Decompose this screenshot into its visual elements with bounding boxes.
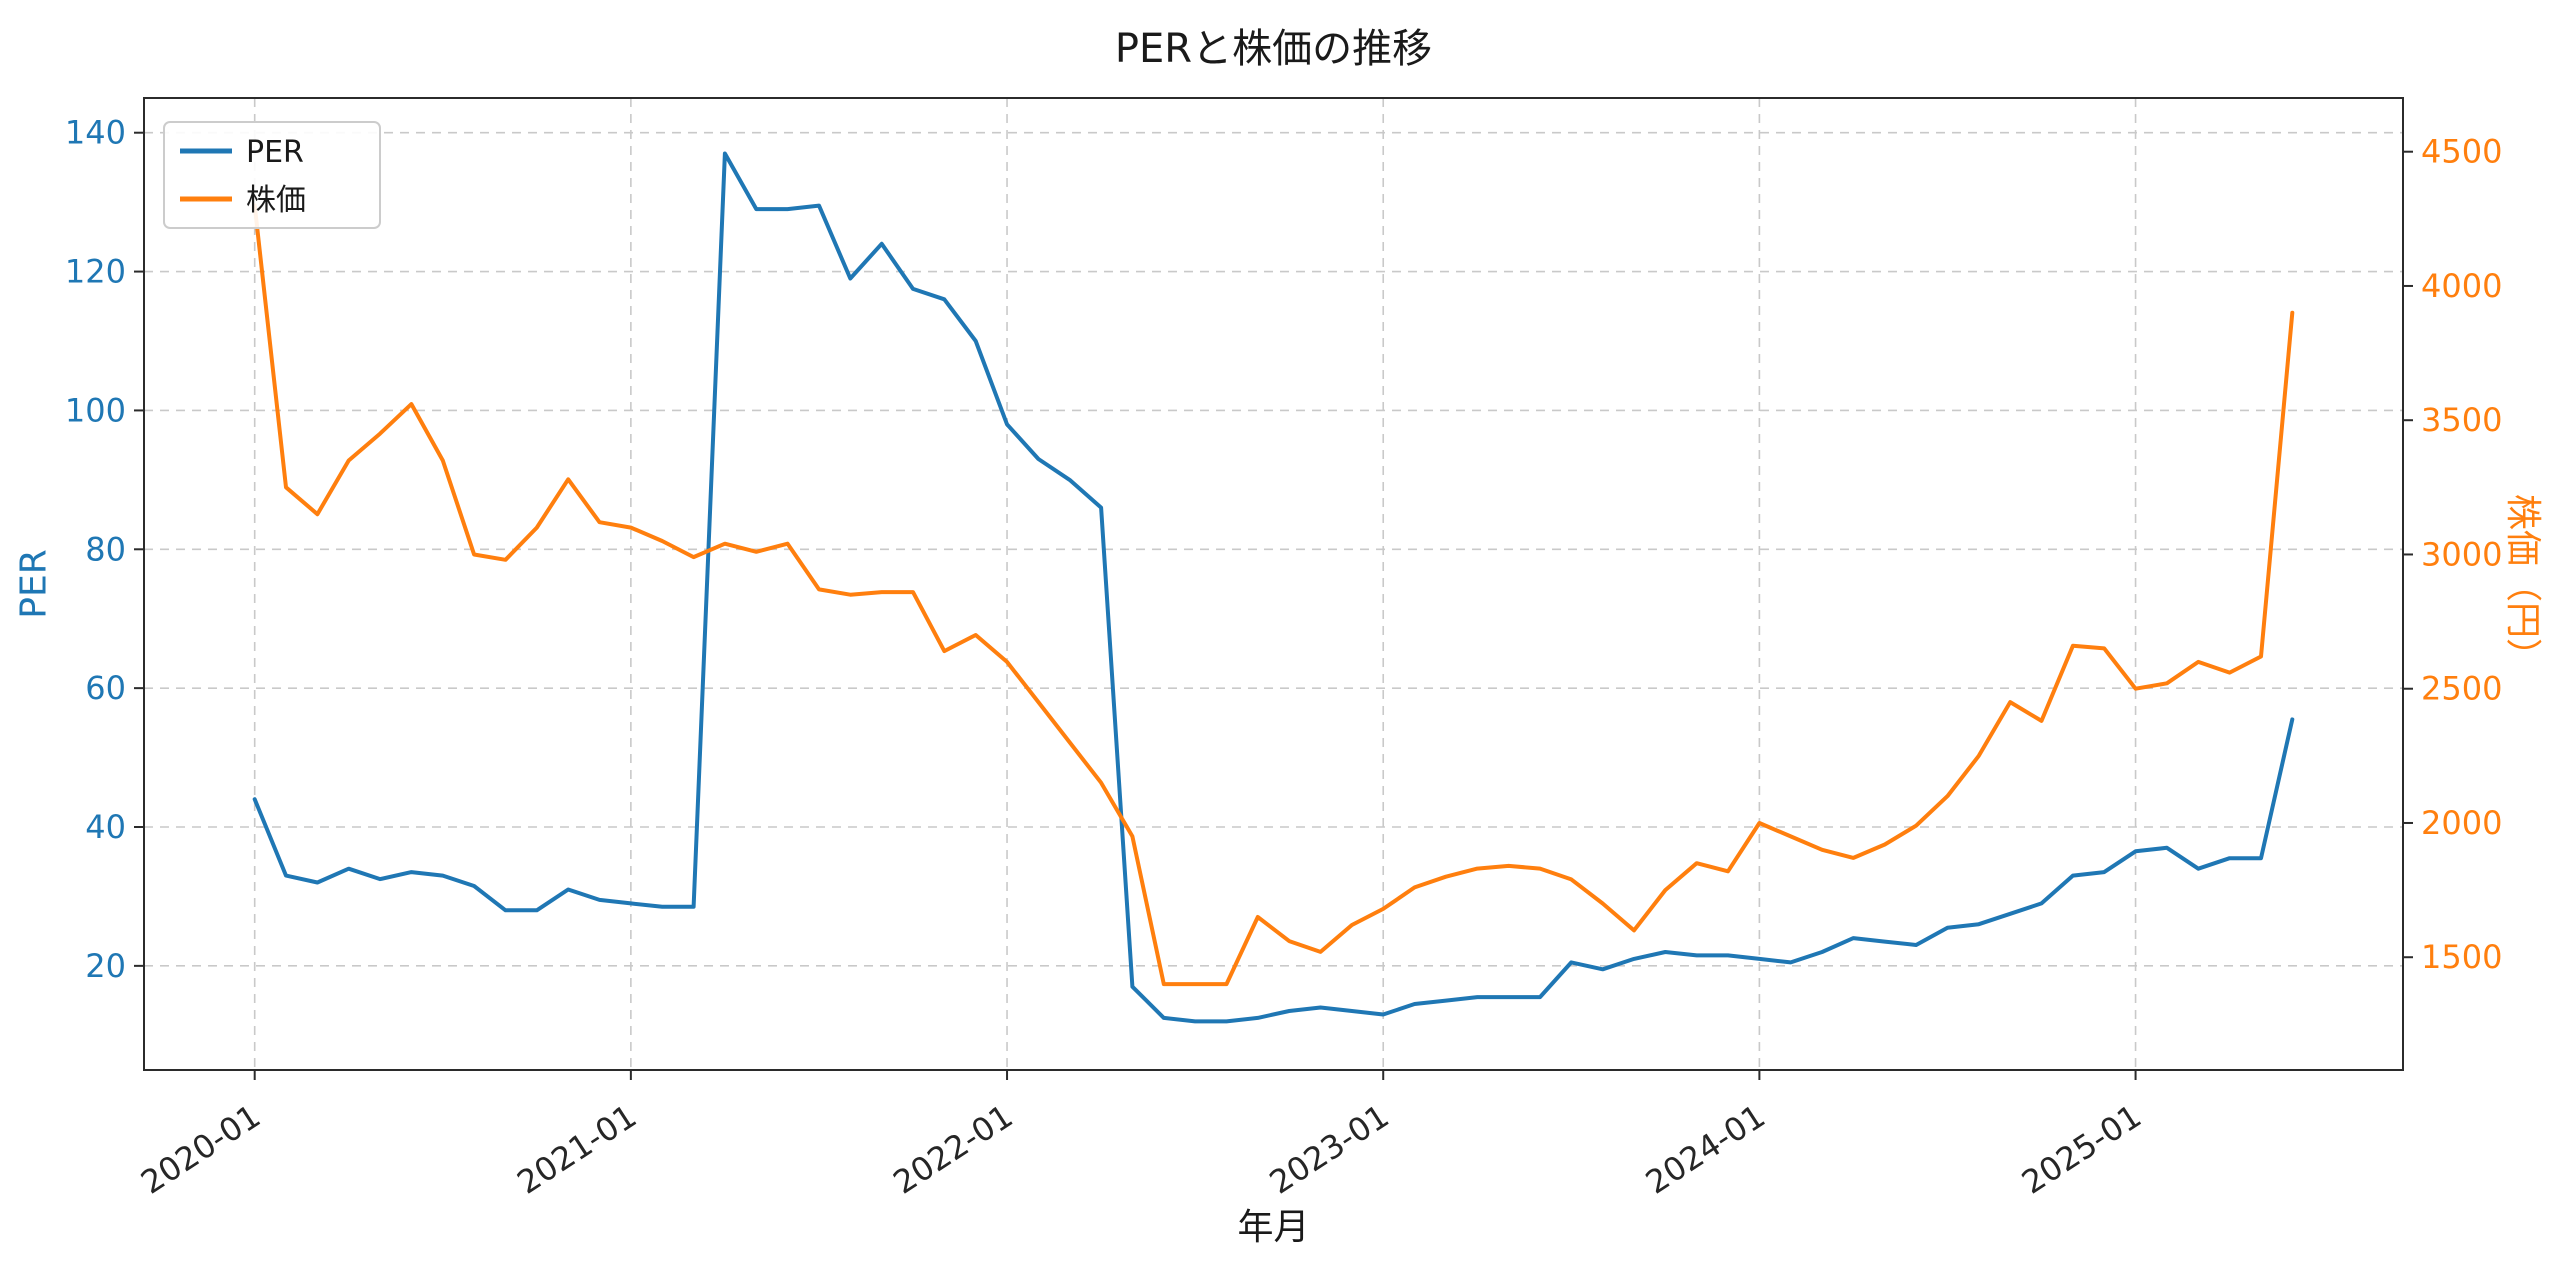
svg-text:3000: 3000 [2421,535,2502,573]
svg-text:140: 140 [65,114,126,152]
svg-text:4500: 4500 [2421,133,2502,171]
svg-text:80: 80 [85,530,126,568]
svg-text:40: 40 [85,808,126,846]
svg-text:120: 120 [65,253,126,291]
svg-text:60: 60 [85,669,126,707]
svg-text:4000: 4000 [2421,267,2502,305]
svg-text:3500: 3500 [2421,401,2502,439]
svg-text:2020-01: 2020-01 [134,1097,267,1202]
x-axis-label: 年月 [1237,1207,1310,1248]
chart-title: PERと株価の推移 [1114,26,1433,72]
svg-text:2022-01: 2022-01 [887,1097,1020,1202]
svg-text:2025-01: 2025-01 [2015,1097,2148,1202]
svg-text:2023-01: 2023-01 [1263,1097,1396,1202]
svg-text:2000: 2000 [2421,804,2502,842]
svg-text:2021-01: 2021-01 [510,1097,643,1202]
svg-text:20: 20 [85,947,126,985]
svg-text:PER: PER [246,135,304,170]
svg-text:2500: 2500 [2421,670,2502,708]
svg-text:株価: 株価 [246,183,306,218]
svg-text:100: 100 [65,391,126,429]
svg-text:1500: 1500 [2421,938,2502,976]
svg-text:2024-01: 2024-01 [1639,1097,1772,1202]
